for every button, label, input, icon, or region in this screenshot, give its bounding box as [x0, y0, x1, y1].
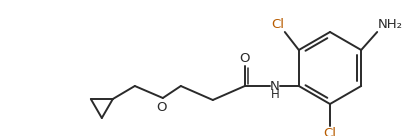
Text: H: H — [271, 89, 279, 101]
Text: O: O — [240, 52, 250, 65]
Text: Cl: Cl — [271, 18, 284, 31]
Text: O: O — [157, 101, 167, 114]
Text: N: N — [270, 80, 280, 92]
Text: Cl: Cl — [323, 127, 337, 136]
Text: NH₂: NH₂ — [378, 18, 403, 31]
